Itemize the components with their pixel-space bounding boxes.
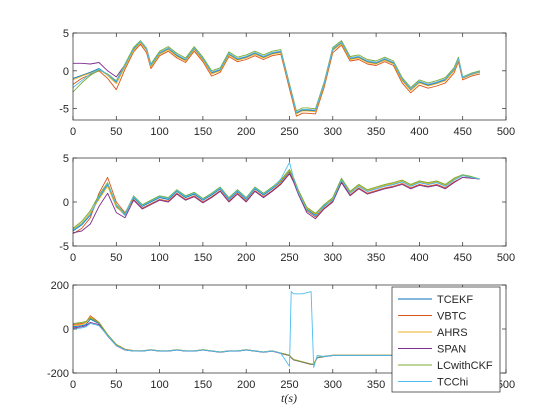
- legend-entry: AHRS: [437, 327, 468, 339]
- series-line-4: [72, 173, 481, 234]
- x-tick-label: 50: [110, 126, 122, 138]
- x-tick-label: 0: [70, 126, 76, 138]
- x-tick-label: 200: [237, 126, 255, 138]
- y-tick-label: -5: [59, 104, 69, 116]
- x-tick-label: 350: [367, 126, 385, 138]
- y-tick-label: 0: [63, 66, 69, 78]
- x-tick-label: 250: [280, 252, 298, 264]
- x-tick-label: 450: [454, 126, 472, 138]
- x-tick-label: 300: [324, 379, 342, 391]
- legend[interactable]: TCEKF VBTC AHRS SPAN LCwithCKF TCChi: [391, 286, 501, 393]
- x-tick-label: 500: [497, 126, 515, 138]
- legend-entry: SPAN: [437, 344, 466, 356]
- x-tick-label: 500: [497, 379, 515, 391]
- x-tick-label: 450: [454, 252, 472, 264]
- x-tick-label: 200: [237, 252, 255, 264]
- x-tick-label: 350: [367, 252, 385, 264]
- x-tick-label: 250: [280, 379, 298, 391]
- series-line-5: [72, 168, 481, 229]
- series-line-tcchi: [72, 291, 482, 368]
- x-tick-label: 500: [497, 252, 515, 264]
- x-tick-label: 300: [324, 252, 342, 264]
- x-axis-label: t(s): [281, 391, 297, 405]
- y-tick-label: 5: [63, 153, 69, 165]
- y-tick-label: 5: [63, 28, 69, 40]
- legend-entry: VBTC: [437, 311, 466, 323]
- legend-box: [391, 286, 501, 393]
- y-tick-label: 0: [63, 197, 69, 209]
- y-tick-label: 200: [51, 280, 69, 292]
- legend-entry: TCChi: [437, 377, 468, 389]
- x-tick-label: 0: [70, 379, 76, 391]
- y-tick-label: 0: [63, 324, 69, 336]
- x-tick-label: 150: [194, 379, 212, 391]
- x-tick-label: 300: [324, 126, 342, 138]
- x-tick-label: 200: [237, 379, 255, 391]
- x-tick-label: 0: [70, 252, 76, 264]
- y-tick-label: -5: [59, 241, 69, 253]
- x-tick-label: 400: [410, 126, 428, 138]
- x-tick-label: 150: [194, 126, 212, 138]
- x-tick-label: 150: [194, 252, 212, 264]
- x-tick-label: 100: [150, 379, 168, 391]
- series-line-5: [72, 40, 481, 112]
- x-tick-label: 250: [280, 126, 298, 138]
- x-tick-label: 100: [150, 252, 168, 264]
- series-line-6: [72, 40, 481, 113]
- x-tick-label: 100: [150, 126, 168, 138]
- legend-entry: TCEKF: [437, 294, 473, 306]
- x-tick-label: 350: [367, 379, 385, 391]
- legend-entry: LCwithCKF: [437, 360, 493, 372]
- x-tick-label: 50: [110, 252, 122, 264]
- y-tick-label: -200: [47, 368, 69, 380]
- x-tick-label: 400: [410, 252, 428, 264]
- x-tick-label: 50: [110, 379, 122, 391]
- series-line-2: [72, 172, 481, 235]
- series-line-6: [72, 161, 481, 231]
